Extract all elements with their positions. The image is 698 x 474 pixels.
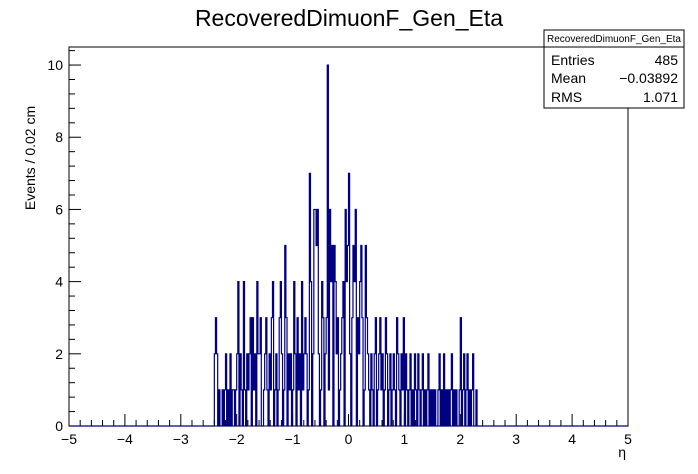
x-tick-label: −5 [61,431,77,447]
stats-box: RecoveredDimuonF_Gen_Eta Entries 485 Mea… [543,29,685,109]
x-tick-label: 5 [624,431,632,447]
stats-box-title: RecoveredDimuonF_Gen_Eta [547,34,681,45]
stats-mean-label: Mean [551,70,586,86]
x-tick-label: −2 [229,431,245,447]
x-tick-label: −4 [117,431,133,447]
stats-entries-label: Entries [551,52,595,68]
x-tick-label: −3 [173,431,189,447]
stats-rms-value: 1.071 [643,89,678,105]
x-tick-label: 3 [512,431,520,447]
x-axis: −5 −4 −3 −2 −1 0 1 2 3 4 5 [61,414,632,447]
stats-box-frame [543,29,685,109]
x-axis-label: η [618,444,626,460]
x-tick-label: −1 [285,431,301,447]
y-axis: 0 2 4 6 8 10 [47,50,81,434]
y-tick-label: 4 [55,274,63,290]
y-tick-label: 8 [55,129,63,145]
histogram-series [69,64,628,427]
chart-title: RecoveredDimuonF_Gen_Eta [195,5,503,31]
x-tick-label: 0 [345,431,353,447]
stats-rms-label: RMS [551,89,582,105]
y-tick-label: 6 [55,201,63,217]
x-tick-label: 1 [401,431,409,447]
y-tick-label: 2 [55,346,63,362]
x-tick-label: 2 [456,431,464,447]
stats-entries-value: 485 [655,52,679,68]
x-tick-label: 4 [568,431,576,447]
y-axis-label: Events / 0.02 cm [22,106,38,210]
stats-mean-value: −0.03892 [619,70,678,86]
y-tick-label: 0 [55,418,63,434]
y-tick-label: 10 [47,57,63,73]
